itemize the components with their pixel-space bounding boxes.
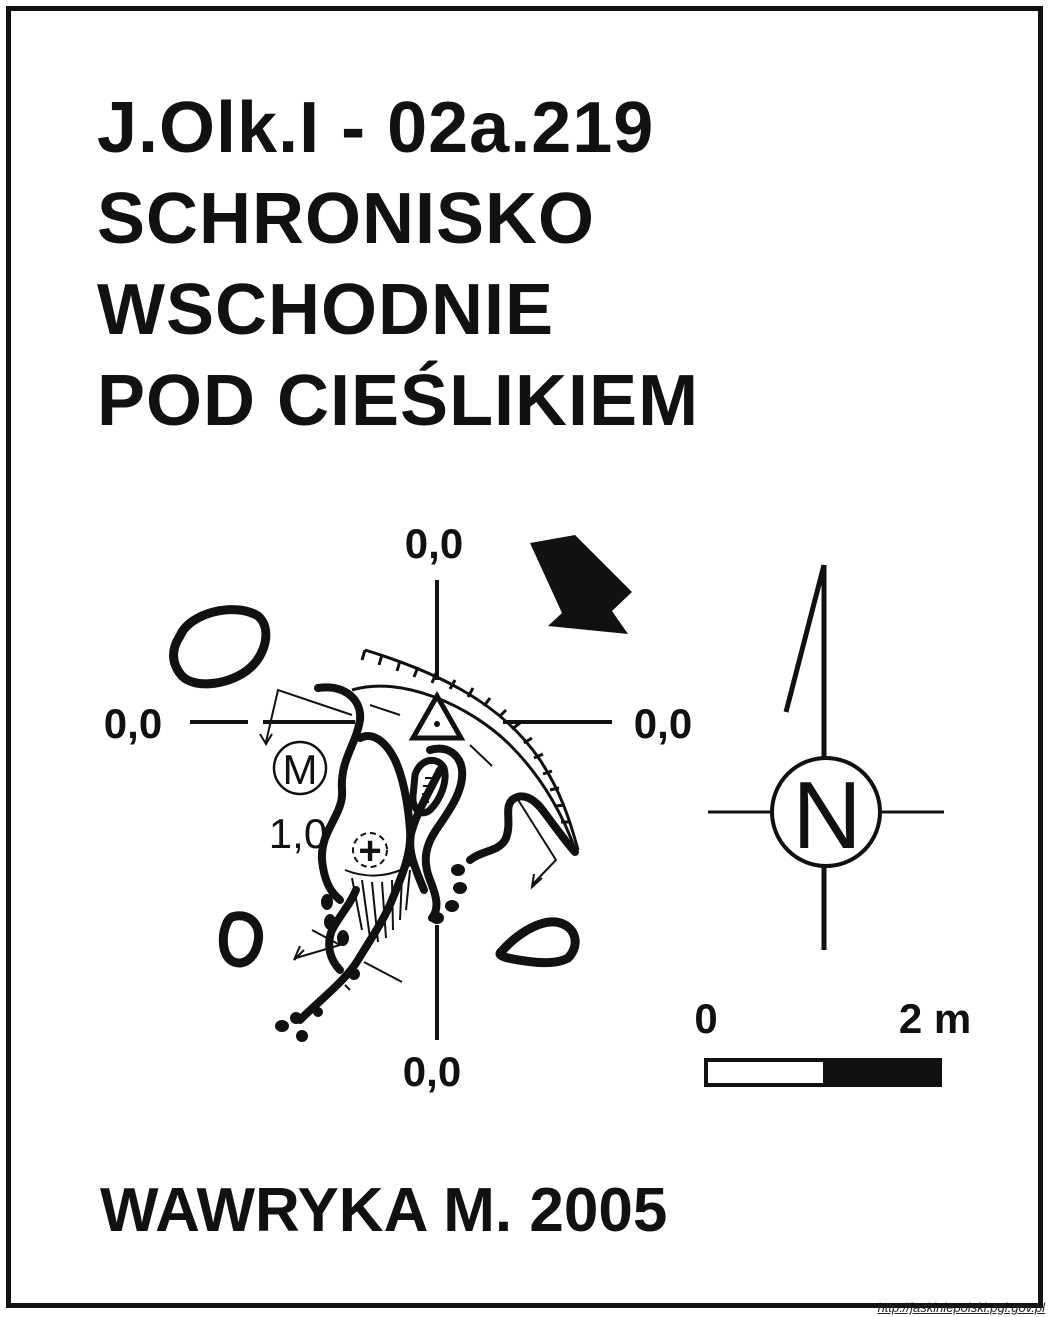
inner-block-hachure bbox=[422, 777, 433, 803]
cave-code: J.Olk.I - 02a.219 bbox=[97, 88, 655, 168]
reference-cross bbox=[190, 580, 612, 1040]
level-label-inner: 1,0 bbox=[269, 810, 327, 857]
survey-station-dot bbox=[434, 721, 440, 727]
marker-m-icon: M bbox=[272, 740, 328, 796]
plus-marker-label: + bbox=[358, 829, 381, 873]
hachure-marks bbox=[360, 649, 570, 824]
slope-hachure bbox=[344, 861, 416, 943]
rock-block-shape bbox=[218, 911, 264, 968]
scale-label-start: 0 bbox=[694, 995, 717, 1042]
survey-station-triangle-icon bbox=[408, 690, 466, 741]
level-label-top: 0,0 bbox=[405, 520, 463, 567]
scale-bar bbox=[704, 1058, 942, 1087]
map-frame bbox=[6, 6, 1043, 1308]
level-label-right: 0,0 bbox=[634, 700, 692, 747]
rock-block-shape bbox=[169, 605, 271, 689]
plus-marker-icon: + bbox=[352, 829, 388, 873]
entrance-direction-arrow-icon bbox=[530, 535, 632, 634]
level-label-bottom: 0,0 bbox=[403, 1048, 461, 1095]
overhang-line bbox=[364, 648, 580, 851]
author-credit: WAWRYKA M. 2005 bbox=[100, 1176, 668, 1245]
marker-m-label: M bbox=[283, 746, 318, 793]
north-arrow-icon bbox=[708, 564, 944, 950]
cave-name-line-2: WSCHODNIE bbox=[97, 270, 554, 350]
level-label-left: 0,0 bbox=[104, 700, 162, 747]
scale-label-end: 2 m bbox=[899, 995, 971, 1042]
cave-name-line-1: SCHRONISKO bbox=[97, 179, 596, 259]
cave-name-line-3: POD CIEŚLIKIEM bbox=[97, 361, 700, 441]
cave-walls bbox=[296, 683, 579, 1024]
cave-wall-dots bbox=[275, 864, 467, 1042]
inner-rock-block bbox=[409, 756, 449, 817]
section-arrows bbox=[259, 688, 558, 991]
rock-block-shape bbox=[495, 917, 580, 968]
overhang-line bbox=[351, 684, 578, 853]
source-url: http://jaskiniepolski.pgi.gov.pl bbox=[877, 1300, 1045, 1315]
north-letter: N bbox=[792, 762, 861, 869]
